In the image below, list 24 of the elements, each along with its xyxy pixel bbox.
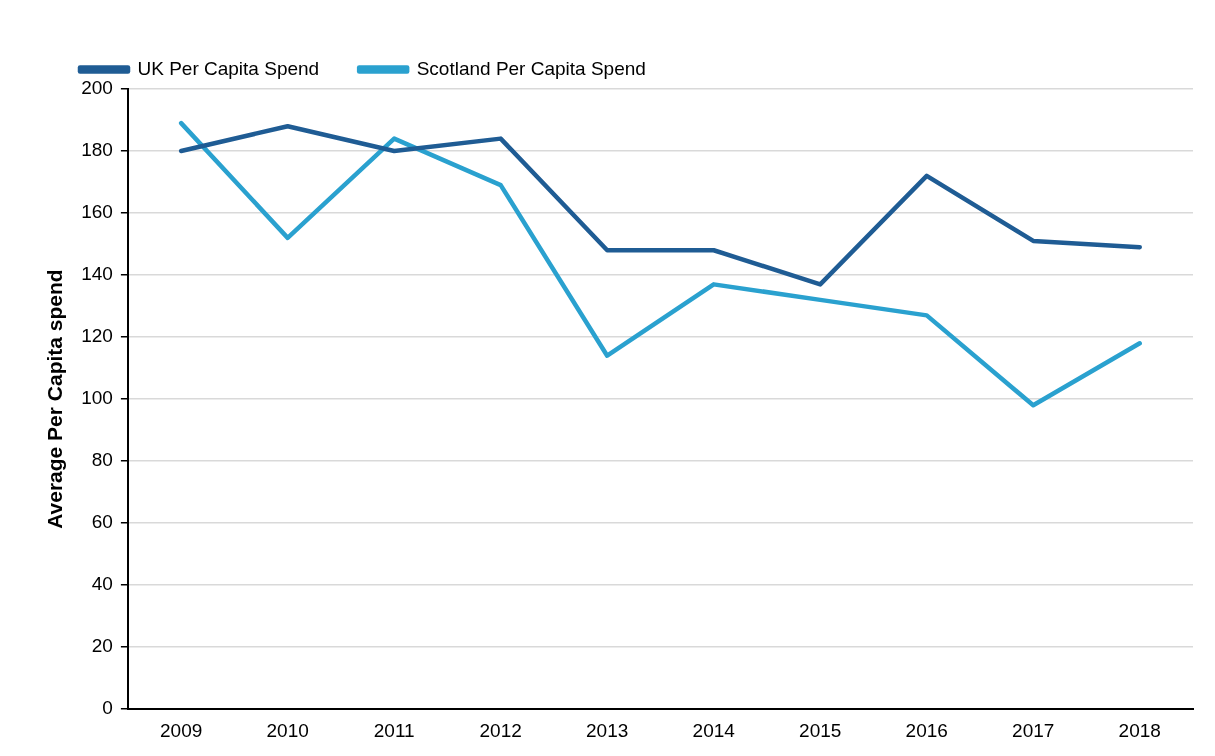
legend-label: UK Per Capita Spend (137, 57, 320, 79)
y-tick-label: 200 (81, 77, 113, 99)
x-tick-label: 2010 (266, 719, 309, 741)
x-tick-label: 2015 (799, 719, 842, 741)
y-tick-label: 160 (81, 201, 113, 223)
y-tick-label: 60 (91, 511, 113, 533)
y-axis-title: Average Per Capita spend (43, 269, 67, 529)
x-tick-label: 2014 (692, 719, 736, 741)
x-tick-label: 2013 (586, 719, 629, 741)
y-tick-label: 120 (81, 325, 113, 347)
y-tick-label: 20 (91, 635, 113, 657)
y-tick-label: 80 (91, 449, 113, 471)
x-tick-label: 2012 (479, 719, 522, 741)
y-tick-label: 140 (81, 263, 113, 285)
x-tick-label: 2018 (1118, 719, 1161, 741)
y-tick-label: 180 (81, 139, 113, 161)
legend-label: Scotland Per Capita Spend (416, 57, 646, 79)
x-tick-label: 2011 (373, 719, 415, 741)
y-tick-label: 40 (91, 573, 113, 595)
x-tick-label: 2017 (1012, 719, 1055, 741)
x-tick-label: 2009 (160, 719, 203, 741)
y-tick-label: 0 (102, 697, 113, 719)
y-tick-label: 100 (81, 387, 113, 409)
x-tick-label: 2016 (905, 719, 948, 741)
